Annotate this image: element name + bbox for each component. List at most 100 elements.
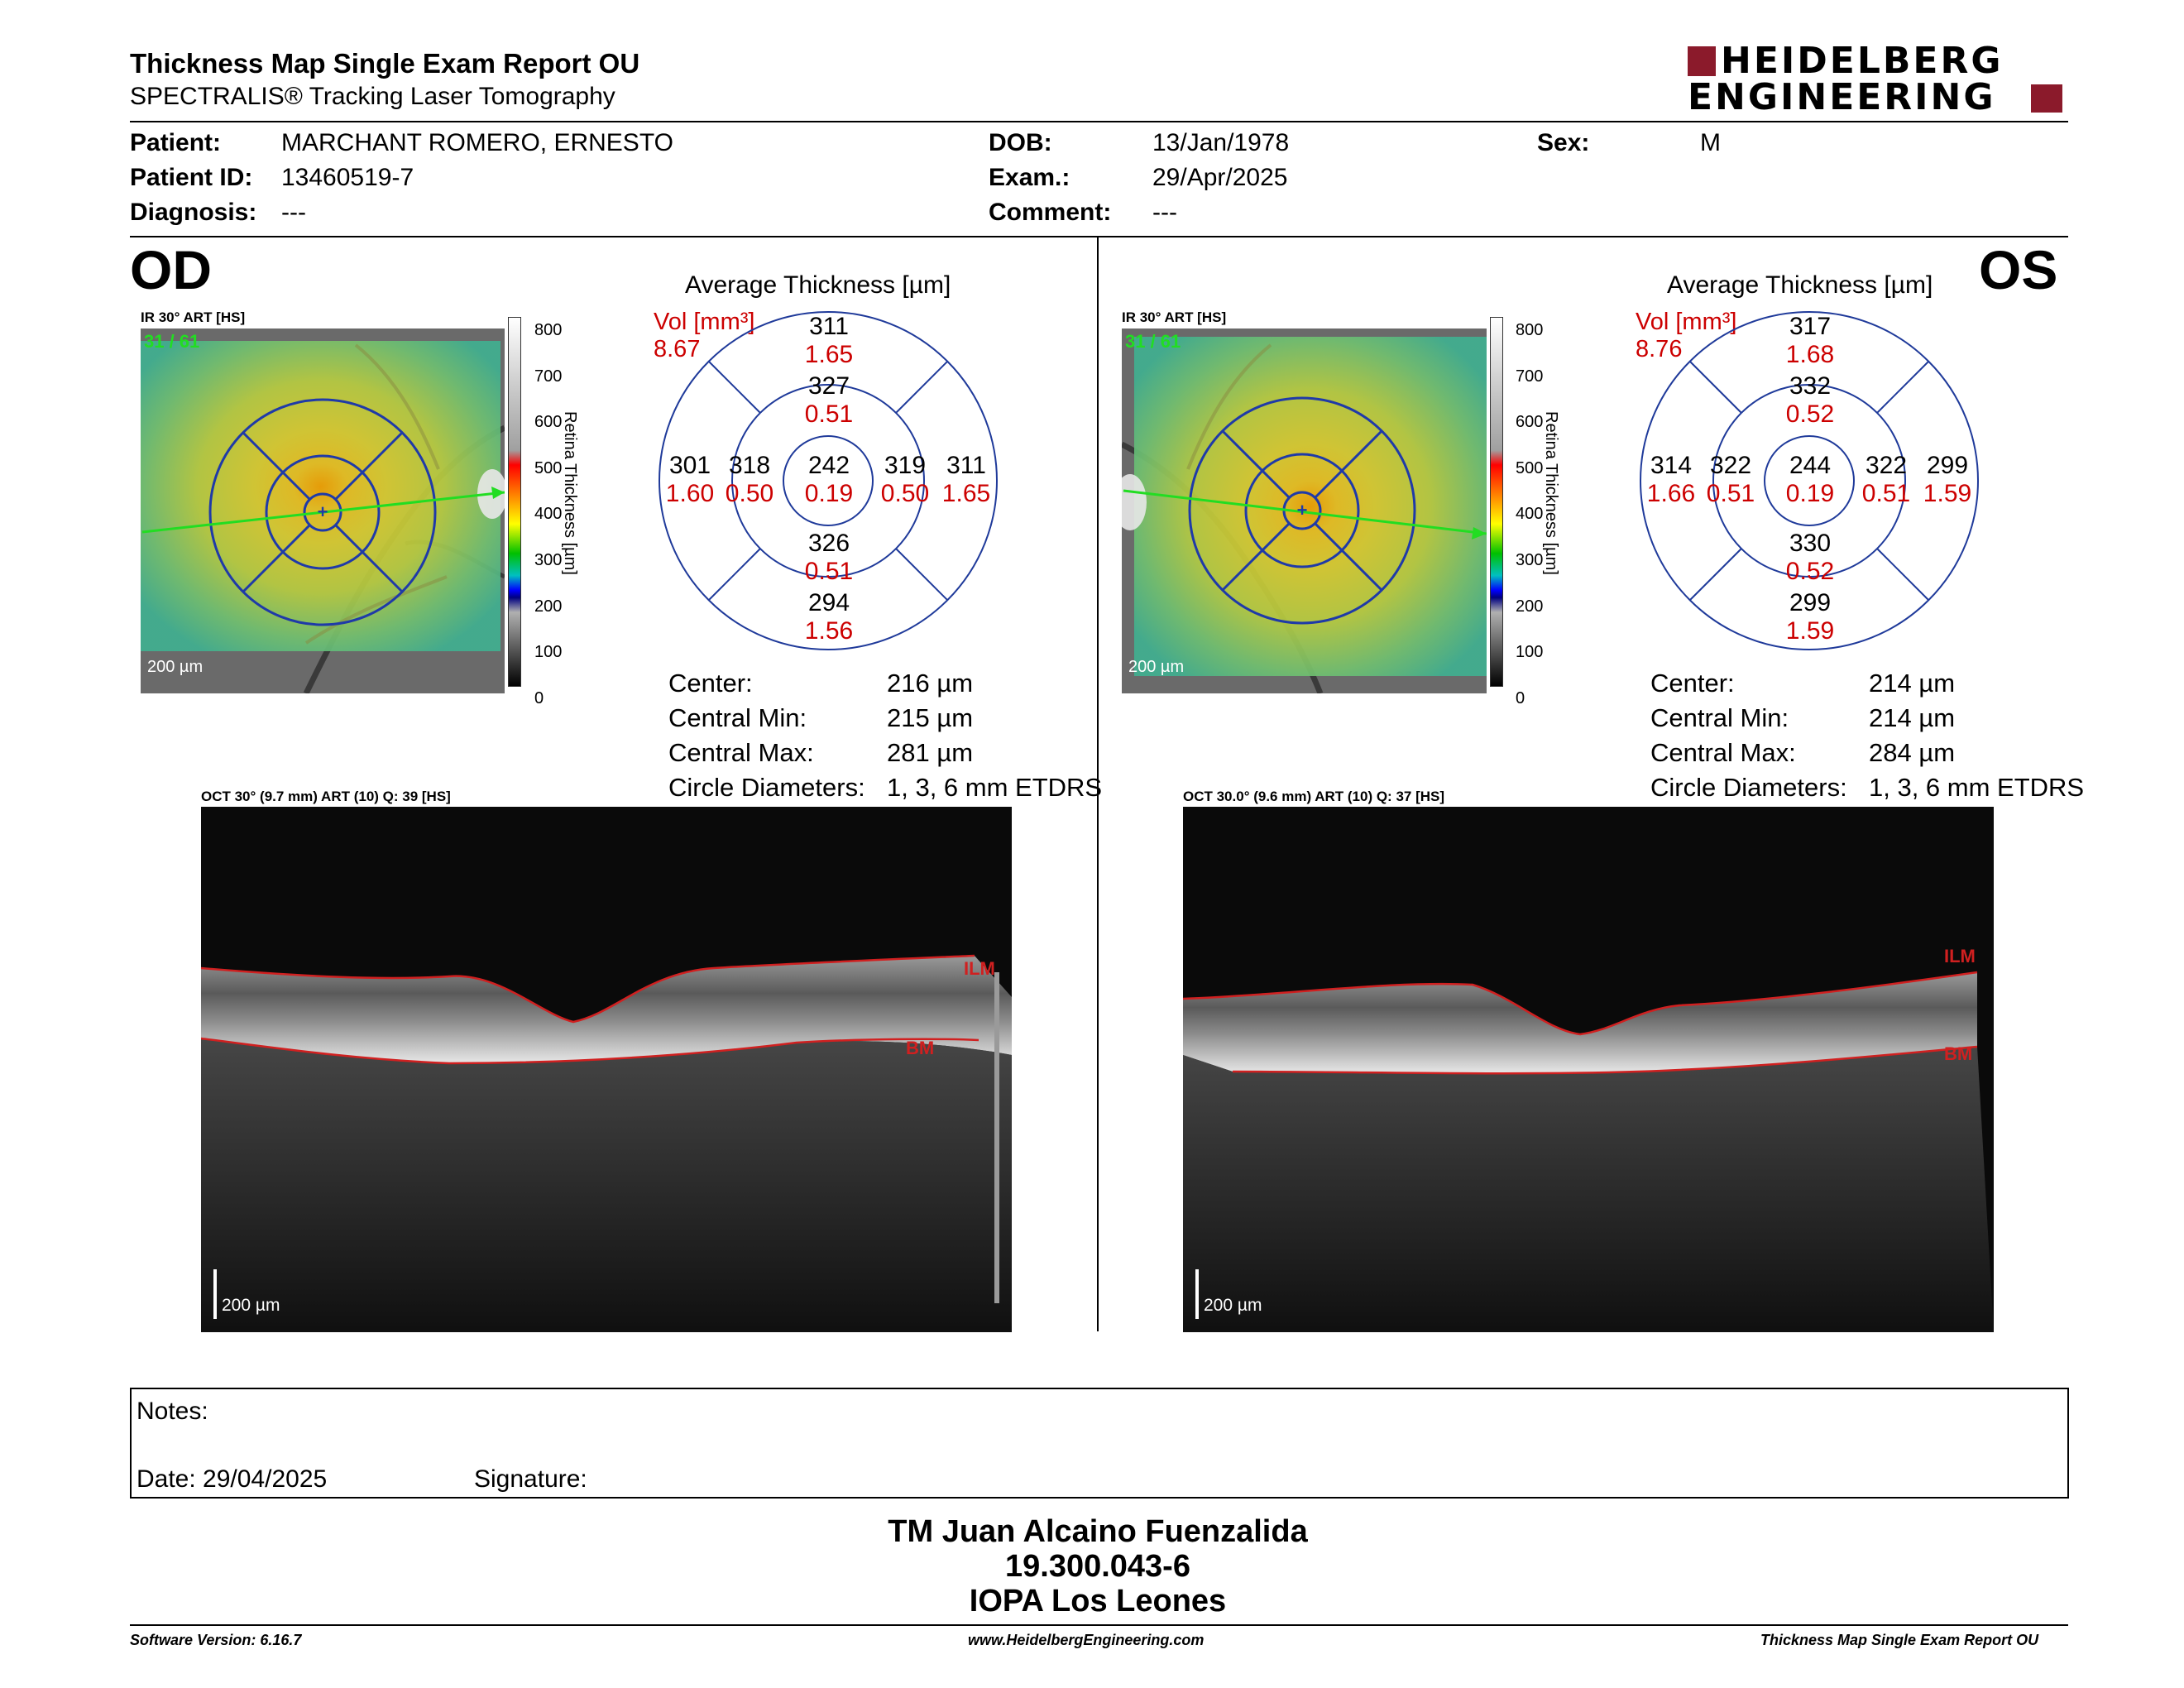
os-scan-count: 31 / 61 — [1125, 331, 1181, 352]
os-oct-label: OCT 30.0° (9.6 mm) ART (10) Q: 37 [HS] — [1183, 789, 1445, 804]
patient-name: MARCHANT ROMERO, ERNESTO — [281, 129, 673, 156]
od-inner-superior: 327 0.51 — [796, 372, 862, 429]
od-tick-0: 0 — [534, 688, 544, 707]
od-inner-inf-volume: 0.51 — [804, 558, 854, 585]
header-rule — [130, 121, 2068, 122]
os-inner-inf-thickness: 330 — [1789, 530, 1832, 557]
heidelberg-logo: HEIDELBERG ENGINEERING — [1688, 43, 2068, 117]
os-colorbar-ticks: 800 700 600 500 400 300 200 100 0 — [1516, 308, 1543, 722]
exam-label: Exam.: — [989, 164, 1070, 191]
signoff-name: TM Juan Alcaino Fuenzalida — [888, 1514, 1308, 1549]
od-outer-inf-volume: 1.56 — [804, 617, 854, 645]
od-stat-min-value: 215 µm — [887, 703, 974, 732]
os-fundus-scale: 200 µm — [1128, 658, 1185, 676]
logo-line1: HEIDELBERG — [1721, 40, 2004, 82]
od-tick-400: 400 — [534, 505, 563, 524]
os-outer-right-thickness: 299 — [1926, 452, 1969, 479]
patient-id-label: Patient ID: — [130, 164, 253, 191]
report-subtitle: SPECTRALIS® Tracking Laser Tomography — [130, 83, 615, 110]
od-inner-right-volume: 0.50 — [880, 480, 930, 507]
od-outer-sup-volume: 1.65 — [804, 341, 854, 368]
od-scan-count: 31 / 61 — [144, 331, 200, 352]
od-outer-right-thickness: 311 — [946, 452, 986, 479]
od-inner-sup-thickness: 327 — [807, 372, 850, 400]
od-inner-right: 319 0.50 — [872, 452, 938, 508]
os-colorbar — [1490, 317, 1503, 687]
os-center-volume: 0.19 — [1785, 480, 1835, 507]
os-ir-label: IR 30° ART [HS] — [1122, 309, 1227, 325]
sex-label: Sex: — [1537, 129, 1590, 156]
od-stat-diam-label: Circle Diameters: — [668, 773, 865, 802]
signature-label: Signature: — [474, 1465, 587, 1493]
os-outer-inf-volume: 1.59 — [1785, 617, 1835, 645]
os-stat-max-value: 284 µm — [1869, 738, 1956, 767]
dob-value: 13/Jan/1978 — [1152, 129, 1290, 156]
os-tick-200: 200 — [1516, 597, 1544, 616]
os-inner-right-volume: 0.51 — [1861, 480, 1911, 507]
comment-value: --- — [1152, 199, 1177, 226]
od-oct-scale: 200 µm — [222, 1296, 280, 1315]
os-inner-inf-volume: 0.52 — [1785, 558, 1835, 585]
exam-value: 29/Apr/2025 — [1152, 164, 1288, 191]
od-stat-max-value: 281 µm — [887, 738, 974, 767]
os-tick-700: 700 — [1516, 367, 1544, 386]
svg-text:+: + — [318, 501, 328, 522]
os-outer-sup-volume: 1.68 — [1785, 341, 1835, 368]
notes-date: Date: 29/04/2025 — [136, 1465, 328, 1493]
od-tick-500: 500 — [534, 458, 563, 477]
od-ilm-label: ILM — [964, 958, 995, 979]
os-colorbar-label: Retina Thickness [µm] — [1542, 411, 1560, 575]
os-vol-total: 8.76 — [1636, 336, 1683, 362]
od-outer-inf-thickness: 294 — [807, 589, 850, 616]
od-colorbar — [508, 317, 521, 687]
os-inner-sup-thickness: 332 — [1789, 372, 1832, 400]
os-tick-0: 0 — [1516, 688, 1525, 707]
os-avg-title: Average Thickness [µm] — [1667, 271, 1933, 299]
od-outer-sup-thickness: 311 — [809, 313, 849, 340]
od-stat-center-value: 216 µm — [887, 669, 974, 698]
os-tick-300: 300 — [1516, 550, 1544, 569]
svg-text:+: + — [1297, 500, 1308, 520]
os-outer-left-thickness: 314 — [1650, 452, 1693, 479]
od-outer-left-thickness: 301 — [668, 452, 711, 479]
od-tick-600: 600 — [534, 413, 563, 432]
os-oct-scalebar — [1195, 1269, 1199, 1319]
signoff-rut: 19.300.043-6 — [1005, 1549, 1190, 1584]
os-oct-image — [1183, 807, 1994, 1332]
os-outer-right-volume: 1.59 — [1923, 480, 1972, 507]
os-outer-inf-thickness: 299 — [1789, 589, 1832, 616]
od-avg-title: Average Thickness [µm] — [685, 271, 951, 299]
od-inner-left: 318 0.50 — [716, 452, 783, 508]
os-tick-800: 800 — [1516, 321, 1544, 339]
os-inner-left: 322 0.51 — [1698, 452, 1764, 508]
od-etdrs-overlay: + — [141, 398, 505, 626]
od-outer-inferior: 294 1.56 — [796, 589, 862, 645]
os-etdrs-overlay: + — [1123, 396, 1487, 625]
od-inner-left-thickness: 318 — [728, 452, 771, 479]
report-title: Thickness Map Single Exam Report OU — [130, 48, 640, 79]
sex-value: M — [1700, 129, 1721, 156]
od-inner-left-volume: 0.50 — [725, 480, 774, 507]
os-tick-400: 400 — [1516, 505, 1544, 524]
os-stat-diam-value: 1, 3, 6 mm ETDRS — [1869, 773, 2085, 802]
os-center: 244 0.19 — [1775, 452, 1845, 508]
od-inner-inf-thickness: 326 — [807, 530, 850, 557]
od-heading: OD — [130, 239, 212, 300]
od-vol-label: Vol [mm³] — [654, 309, 755, 335]
od-outer-superior: 311 1.65 — [796, 313, 862, 369]
notes-label: Notes: — [136, 1398, 208, 1425]
footer-rule — [130, 1624, 2068, 1626]
od-colorbar-ticks: 800 700 600 500 400 300 200 100 0 — [534, 308, 562, 722]
od-oct-scalebar — [213, 1269, 217, 1319]
os-outer-sup-thickness: 317 — [1789, 313, 1832, 340]
os-stat-center-label: Center: — [1650, 669, 1735, 698]
od-center-volume: 0.19 — [804, 480, 854, 507]
website-link[interactable]: www.HeidelbergEngineering.com — [968, 1632, 1205, 1648]
footer-report-name: Thickness Map Single Exam Report OU — [1760, 1632, 2039, 1648]
os-outer-inferior: 299 1.59 — [1777, 589, 1843, 645]
od-tick-100: 100 — [534, 643, 563, 662]
notes-box[interactable]: Notes: Date: 29/04/2025 Signature: — [130, 1388, 2069, 1499]
od-vol-total: 8.67 — [654, 336, 701, 362]
os-outer-left: 314 1.66 — [1638, 452, 1704, 508]
os-ilm-label: ILM — [1944, 946, 1976, 966]
